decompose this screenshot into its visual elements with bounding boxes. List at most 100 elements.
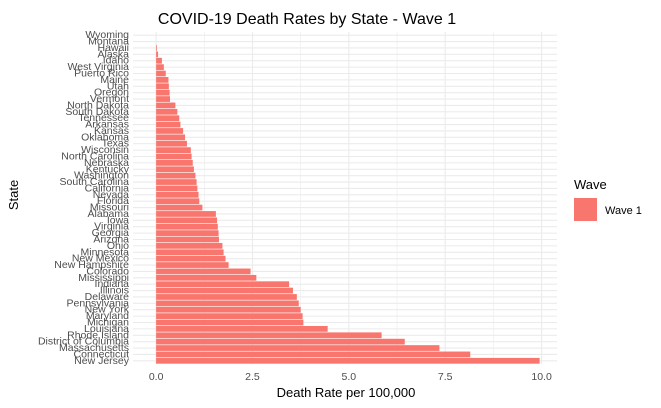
bar-alabama (156, 211, 216, 217)
bar-new-york (156, 306, 301, 313)
y-tick-label: Nevada (93, 189, 129, 201)
y-tick-label: New Jersey (74, 355, 130, 367)
bar-colorado (156, 268, 251, 275)
bar-south-dakota (156, 108, 178, 115)
bar-delaware (156, 294, 297, 300)
y-tick-label: Idaho (103, 55, 129, 67)
x-tick-label: 5.0 (342, 371, 357, 383)
y-tick-label: Delaware (85, 291, 130, 303)
y-tick-label: Illinois (100, 285, 129, 297)
bar-illinois (156, 287, 293, 294)
y-tick-label: New York (85, 304, 130, 316)
y-tick-label: Maine (100, 74, 129, 86)
y-tick-label: North Dakota (67, 99, 129, 111)
bar-pennsylvania (156, 300, 299, 307)
y-tick-label: Alabama (88, 208, 130, 220)
y-tick-label: California (85, 182, 130, 194)
y-tick-label: Indiana (95, 278, 130, 290)
y-tick-label: Washington (74, 170, 129, 182)
y-tick-label: Mississippi (78, 272, 129, 284)
bar-nevada (156, 191, 199, 198)
bar-north-dakota (156, 102, 176, 109)
bar-tennessee (156, 115, 180, 122)
bar-kansas (156, 128, 184, 134)
bar-georgia (156, 230, 219, 236)
bar-oregon (156, 89, 170, 96)
bar-puerto-rico (156, 70, 166, 77)
bar-rhode-island (156, 332, 382, 339)
bar-maryland (156, 313, 303, 319)
bar-district-of-columbia (156, 338, 405, 345)
y-tick-label: Vermont (90, 93, 129, 105)
y-tick-label: Utah (107, 80, 129, 92)
bar-texas (156, 140, 187, 147)
y-tick-label: Georgia (92, 227, 130, 239)
bar-michigan (156, 319, 304, 326)
y-tick-label: Massachusetts (59, 342, 129, 354)
y-tick-label: Missouri (90, 202, 129, 214)
bar-vermont (156, 96, 171, 102)
y-tick-label: Rhode Island (67, 329, 129, 341)
bar-arkansas (156, 121, 181, 128)
bar-iowa (156, 217, 218, 224)
bar-indiana (156, 281, 290, 288)
x-axis-title: Death Rate per 100,000 (277, 385, 416, 400)
bar-new-mexico (156, 255, 226, 262)
bar-layer (156, 45, 540, 364)
y-tick-label: Michigan (87, 317, 129, 329)
y-tick-label: Arkansas (85, 119, 129, 131)
y-tick-label: Texas (102, 138, 129, 150)
y-tick-label: Puerto Rico (74, 68, 129, 80)
bar-connecticut (156, 351, 471, 358)
bar-washington (156, 172, 196, 179)
y-tick-label: Oregon (94, 87, 129, 99)
bar-alaska (156, 51, 159, 58)
y-tick-label: New Hampshire (54, 259, 129, 271)
y-tick-label: Pennsylvania (67, 297, 130, 309)
y-tick-label: Arizona (93, 234, 129, 246)
y-tick-label: Kentucky (86, 163, 130, 175)
bar-nebraska (156, 160, 193, 166)
y-tick-label: Ohio (107, 240, 129, 252)
bar-south-carolina (156, 179, 197, 185)
bar-arizona (156, 236, 219, 243)
bar-massachusetts (156, 345, 440, 351)
bar-florida (156, 198, 200, 205)
x-tick-label: 2.5 (245, 371, 260, 383)
legend: Wave Wave 1 (574, 177, 642, 221)
bar-mississippi (156, 274, 257, 281)
x-tick-labels: 0.0 2.5 5.0 7.5 10.0 (149, 371, 552, 383)
x-tick-label: 0.0 (149, 371, 164, 383)
bar-oklahoma (156, 134, 186, 141)
bar-wisconsin (156, 147, 191, 153)
bar-missouri (156, 204, 203, 211)
y-tick-label: South Carolina (60, 176, 130, 188)
y-axis-title: State (6, 180, 21, 210)
y-tick-label: Montana (88, 36, 129, 48)
y-tick-label: Iowa (107, 214, 129, 226)
bar-idaho (156, 57, 162, 64)
bar-utah (156, 83, 169, 90)
bar-hawaii (156, 45, 157, 51)
legend-key-wave-1 (574, 198, 597, 221)
y-tick-label: Connecticut (74, 348, 130, 360)
y-tick-label: Virginia (94, 221, 129, 233)
y-tick-label: Wyoming (85, 29, 129, 41)
bar-virginia (156, 223, 218, 230)
x-tick-label: 10.0 (531, 371, 552, 383)
y-tick-label: Nebraska (84, 157, 129, 169)
legend-title: Wave (574, 177, 607, 192)
y-tick-label: District of Columbia (38, 336, 129, 348)
legend-label-wave-1: Wave 1 (605, 205, 642, 217)
bar-west-virginia (156, 64, 164, 70)
y-tick-label: Kansas (94, 125, 129, 137)
bar-california (156, 185, 198, 192)
y-tick-label: Alaska (97, 48, 129, 60)
chart-title: COVID-19 Death Rates by State - Wave 1 (158, 11, 456, 28)
bar-kentucky (156, 166, 194, 173)
y-tick-label: Colorado (86, 265, 129, 277)
y-tick-label: South Dakota (65, 106, 129, 118)
y-tick-label: West Virginia (68, 61, 130, 73)
